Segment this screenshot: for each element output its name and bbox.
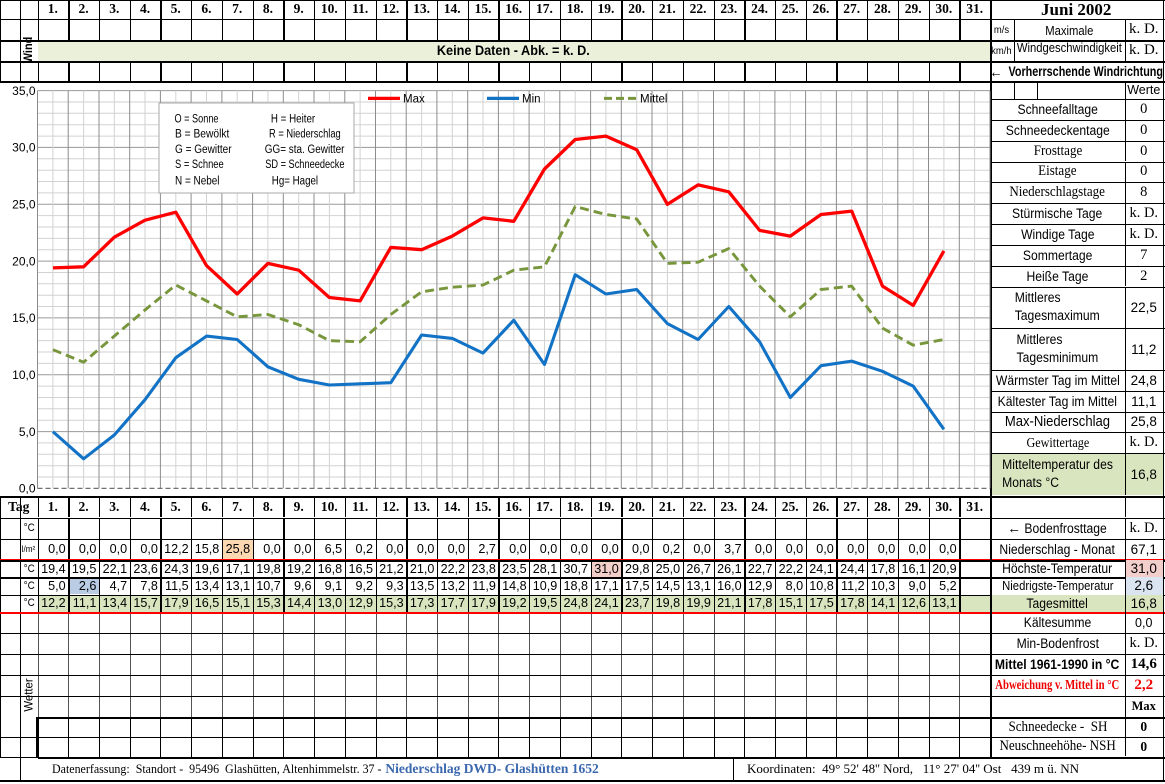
svg-text:0,0: 0,0: [19, 482, 36, 496]
svg-text:Mittel: Mittel: [640, 94, 667, 106]
svg-text:O = Sonne: O = Sonne: [175, 114, 219, 126]
svg-text:N = Nebel: N = Nebel: [175, 175, 220, 187]
svg-text:Max: Max: [403, 94, 425, 106]
svg-text:SD = Schneedecke: SD = Schneedecke: [265, 159, 344, 171]
svg-text:R = Niederschlag: R = Niederschlag: [269, 129, 341, 141]
svg-text:15,0: 15,0: [12, 311, 36, 325]
svg-text:10,0: 10,0: [12, 368, 36, 382]
svg-text:30,0: 30,0: [12, 141, 36, 155]
svg-text:H = Heiter: H = Heiter: [271, 114, 315, 126]
svg-text:5,0: 5,0: [19, 425, 36, 439]
svg-text:35,0: 35,0: [12, 84, 36, 98]
svg-text:Min: Min: [522, 94, 541, 106]
svg-text:B = Bewölkt: B = Bewölkt: [175, 129, 230, 141]
svg-text:G = Gewitter: G = Gewitter: [175, 144, 232, 156]
svg-text:S = Schnee: S = Schnee: [175, 159, 224, 171]
svg-text:Hg= Hagel: Hg= Hagel: [272, 175, 318, 187]
svg-text:20,0: 20,0: [12, 254, 36, 268]
svg-text:25,0: 25,0: [12, 198, 36, 212]
svg-text:GG= sta. Gewitter: GG= sta. Gewitter: [265, 144, 345, 156]
